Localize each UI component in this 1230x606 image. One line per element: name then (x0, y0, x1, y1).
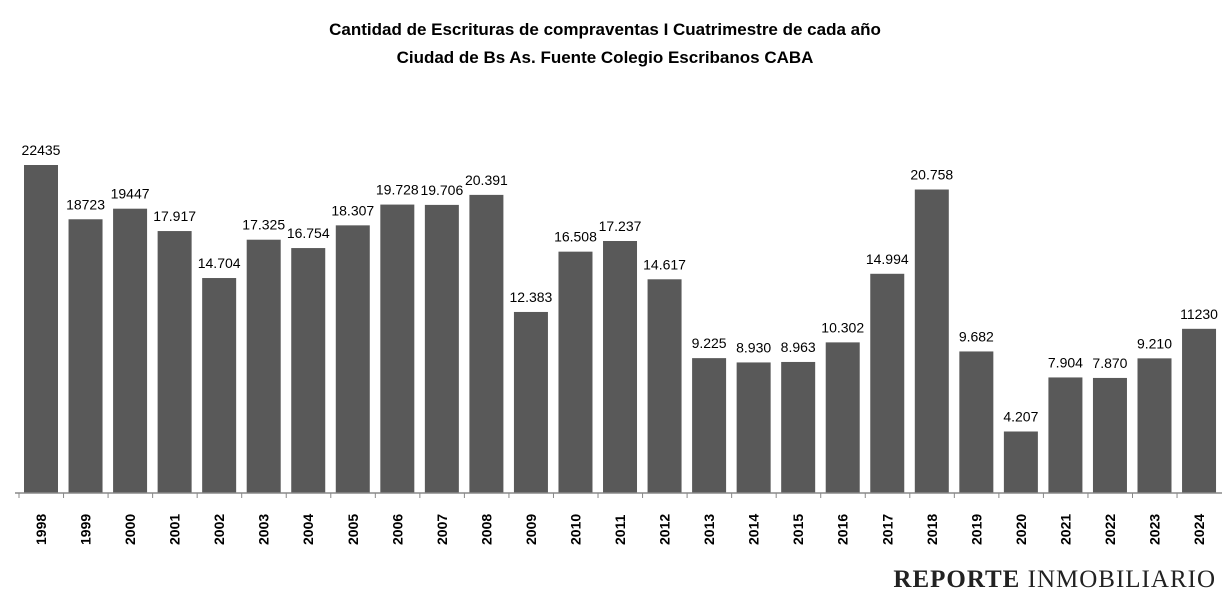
data-label-2012: 14.617 (643, 256, 686, 272)
data-label-2006: 19.728 (376, 182, 419, 198)
x-tick-label-2016: 2016 (835, 514, 851, 545)
chart-subtitle: Ciudad de Bs As. Fuente Colegio Escriban… (396, 48, 814, 67)
x-tick-label-1999: 1999 (78, 514, 94, 545)
bar-2009 (513, 311, 548, 493)
data-label-2000: 19447 (111, 186, 150, 202)
watermark-logo: REPORTE INMOBILIARIO (893, 566, 1216, 593)
chart-title: Cantidad de Escrituras de compraventas I… (329, 20, 881, 39)
bar-2003 (246, 239, 281, 493)
bar-2019 (959, 351, 994, 493)
bar-2011 (603, 240, 638, 493)
bar-2021 (1048, 377, 1083, 493)
x-tick-label-2011: 2011 (612, 514, 628, 545)
data-label-2023: 9.210 (1137, 335, 1172, 351)
bar-2006 (380, 204, 415, 493)
data-label-2008: 20.391 (465, 172, 508, 188)
bar-2000 (113, 208, 148, 493)
data-label-2003: 17.325 (242, 217, 285, 233)
x-tick-label-2001: 2001 (167, 514, 183, 545)
x-tick-label-2015: 2015 (790, 514, 806, 545)
data-label-2015: 8.963 (781, 339, 816, 355)
bar-2001 (157, 231, 192, 493)
x-tick-label-2000: 2000 (122, 514, 138, 545)
bar-2004 (291, 248, 326, 493)
bar-2014 (736, 362, 771, 493)
x-tick-label-2023: 2023 (1147, 514, 1163, 545)
bar-2017 (870, 273, 905, 493)
x-tick-label-2022: 2022 (1102, 514, 1118, 545)
bar-2024 (1182, 328, 1217, 493)
bar-2023 (1137, 358, 1172, 493)
x-tick-label-2005: 2005 (345, 514, 361, 545)
data-label-1999: 18723 (66, 196, 105, 212)
data-label-2014: 8.930 (736, 339, 771, 355)
x-tick-label-2009: 2009 (523, 514, 539, 545)
data-label-2004: 16.754 (287, 225, 330, 241)
data-label-2018: 20.758 (910, 167, 953, 183)
data-label-2011: 17.237 (599, 218, 642, 234)
x-tick-label-2012: 2012 (657, 514, 673, 545)
bar-2013 (692, 358, 727, 493)
data-label-1998: 22435 (22, 142, 61, 158)
data-label-2013: 9.225 (692, 335, 727, 351)
x-tick-label-2007: 2007 (434, 514, 450, 545)
data-label-2010: 16.508 (554, 229, 597, 245)
x-tick-label-2002: 2002 (211, 514, 227, 545)
bar-2020 (1003, 431, 1038, 493)
x-tick-label-2021: 2021 (1057, 514, 1073, 545)
bar-1999 (68, 219, 103, 493)
x-tick-label-2024: 2024 (1191, 514, 1207, 545)
data-label-2009: 12.383 (510, 289, 553, 305)
data-label-2019: 9.682 (959, 328, 994, 344)
data-label-2005: 18.307 (331, 202, 374, 218)
bar-2016 (825, 342, 860, 493)
bar-2008 (469, 194, 504, 493)
x-tick-label-1998: 1998 (33, 514, 49, 545)
data-label-2007: 19.706 (420, 182, 463, 198)
bar-2002 (202, 278, 237, 493)
x-tick-label-2003: 2003 (256, 514, 272, 545)
data-label-2017: 14.994 (866, 251, 909, 267)
bar-2015 (781, 361, 816, 493)
x-tick-label-2013: 2013 (701, 514, 717, 545)
x-tick-label-2008: 2008 (478, 514, 494, 545)
x-tick-label-2019: 2019 (968, 514, 984, 545)
x-tick-label-2020: 2020 (1013, 514, 1029, 545)
data-label-2016: 10.302 (821, 319, 864, 335)
data-label-2001: 17.917 (153, 208, 196, 224)
bar-2012 (647, 279, 682, 493)
x-tick-label-2018: 2018 (924, 514, 940, 545)
bar-2007 (424, 204, 459, 493)
bar-1998 (24, 165, 58, 493)
x-tick-label-2004: 2004 (300, 514, 316, 545)
bar-2005 (335, 225, 370, 493)
bar-2018 (914, 189, 949, 493)
data-label-2022: 7.870 (1092, 355, 1127, 371)
bar-2022 (1092, 377, 1127, 493)
data-label-2021: 7.904 (1048, 354, 1083, 370)
x-tick-label-2014: 2014 (746, 514, 762, 545)
data-label-2024: 11230 (1180, 306, 1218, 322)
data-label-2020: 4.207 (1003, 408, 1038, 424)
x-tick-label-2010: 2010 (567, 514, 583, 545)
data-label-2002: 14.704 (198, 255, 241, 271)
bar-2010 (558, 251, 593, 493)
x-tick-label-2017: 2017 (879, 514, 895, 545)
x-tick-label-2006: 2006 (389, 514, 405, 545)
